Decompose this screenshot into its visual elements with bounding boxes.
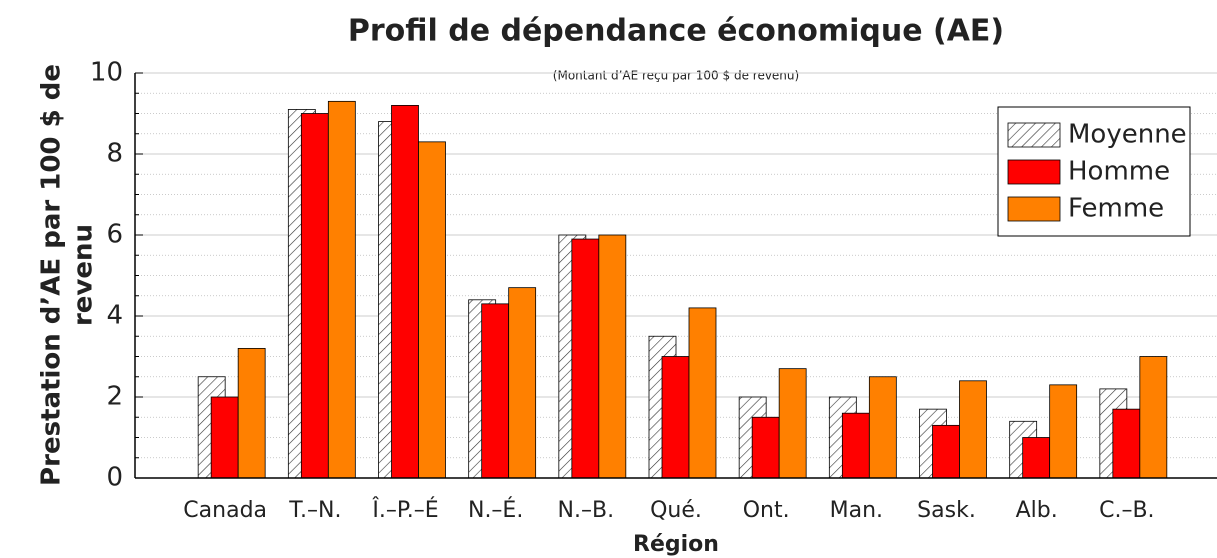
bar (868, 376, 897, 479)
x-tick-label: Sask. (917, 498, 976, 523)
bar (300, 113, 329, 479)
legend-swatch (1007, 159, 1061, 185)
y-axis-label-line: revenu (69, 224, 99, 326)
y-tick-label: 6 (106, 220, 123, 250)
bar (237, 347, 266, 479)
bar (688, 307, 717, 479)
bar (391, 105, 419, 479)
legend-swatch (1007, 196, 1061, 222)
bar (571, 238, 600, 479)
x-tick-label: Canada (183, 498, 267, 523)
x-tick-label: N.–B. (558, 498, 615, 523)
y-tick-label: 0 (106, 463, 123, 493)
y-tick-label: 2 (106, 382, 123, 412)
bar (598, 234, 627, 479)
x-tick-label: Man. (830, 498, 883, 523)
legend-label: Femme (1068, 194, 1164, 224)
legend: Moyenne Homme Femme (997, 106, 1191, 237)
bar (661, 356, 690, 479)
x-tick-label: Qué. (650, 498, 702, 523)
bar (508, 287, 537, 479)
chart-subtitle: (Montant d’AE reçu par 100 $ de revenu) (553, 69, 799, 83)
x-tick-label: Ont. (743, 498, 790, 523)
bar (1049, 384, 1078, 479)
y-tick-label: 8 (106, 139, 123, 169)
bar (1139, 356, 1168, 479)
legend-label: Homme (1068, 157, 1170, 187)
y-tick-label: 10 (90, 58, 123, 88)
x-tick-label: T.–N. (288, 498, 341, 523)
chart-title: Profil de dépendance économique (AE) (348, 14, 1004, 49)
bar (1112, 408, 1141, 479)
x-axis-label: Région (633, 532, 719, 557)
legend-label: Moyenne (1068, 120, 1187, 150)
x-tick-label: Î.–P.–É (371, 497, 438, 523)
x-tick-label: C.–B. (1099, 498, 1154, 523)
x-tick-label: Alb. (1016, 498, 1058, 523)
bar (932, 424, 960, 479)
bar (959, 380, 987, 479)
bar (327, 100, 356, 479)
bar (1022, 437, 1051, 479)
bar (418, 141, 446, 479)
y-tick-label: 4 (106, 301, 123, 331)
y-axis-label: Prestation d’AE par 100 $ de revenu (37, 64, 99, 486)
bar (210, 396, 239, 479)
y-axis-label-line: Prestation d’AE par 100 $ de (37, 64, 67, 486)
legend-swatch (1007, 122, 1061, 148)
x-tick-label: N.–É. (468, 497, 523, 523)
bar (751, 416, 780, 479)
bar (778, 368, 807, 479)
bar (841, 412, 870, 479)
bar (481, 303, 510, 479)
